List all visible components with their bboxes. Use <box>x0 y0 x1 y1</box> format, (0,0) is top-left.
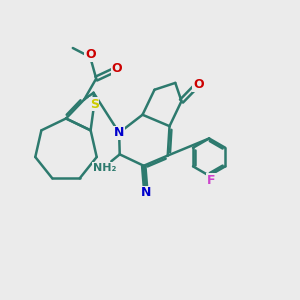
Text: O: O <box>111 62 122 75</box>
Text: O: O <box>85 48 95 61</box>
Text: F: F <box>206 174 215 187</box>
Text: O: O <box>193 79 204 92</box>
Text: N: N <box>141 186 151 199</box>
Text: NH₂: NH₂ <box>93 163 116 173</box>
Text: N: N <box>114 126 124 139</box>
Text: S: S <box>90 98 99 111</box>
